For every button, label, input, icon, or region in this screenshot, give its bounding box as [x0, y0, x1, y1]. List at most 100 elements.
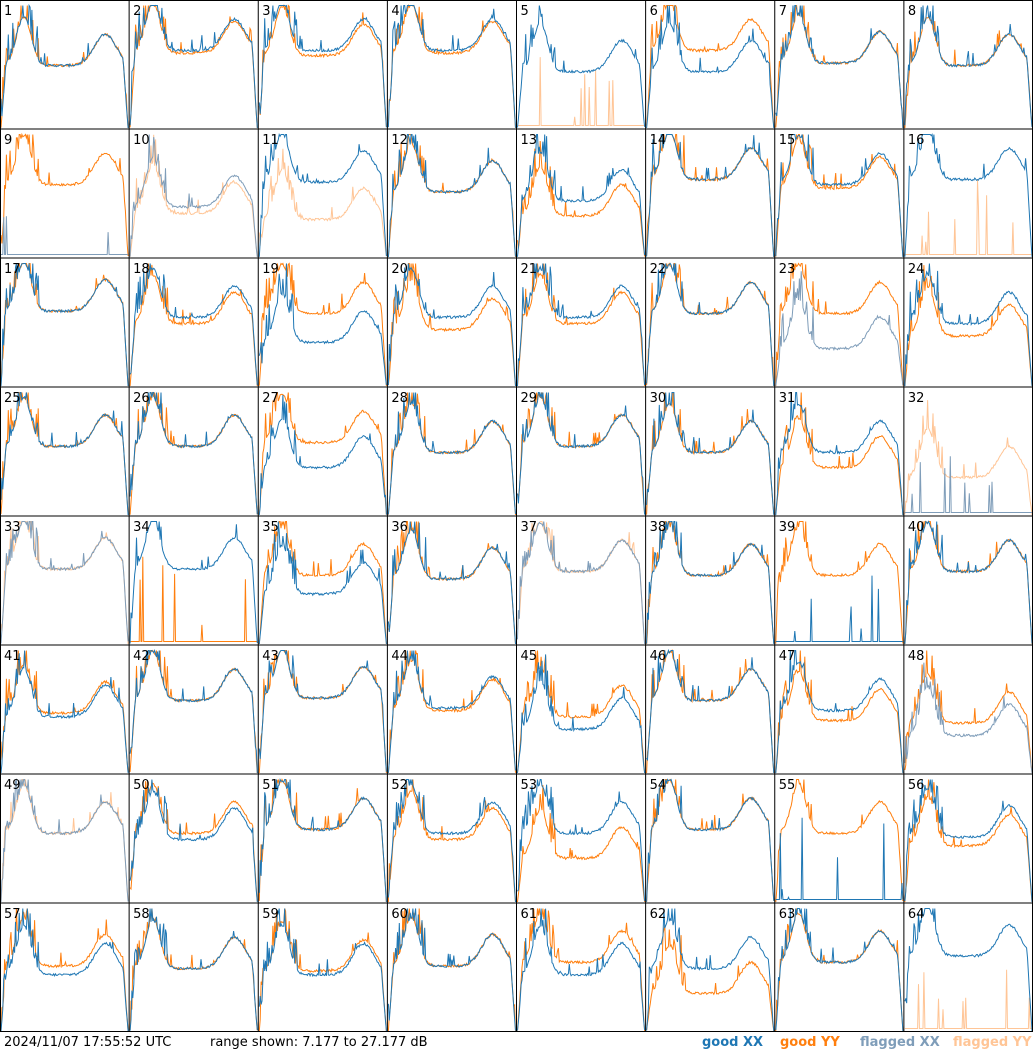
panel-label: 59	[262, 907, 279, 922]
panel-56-xx-series	[904, 779, 1033, 903]
panel-label: 5	[521, 4, 529, 19]
panel-37-xx-series	[517, 521, 646, 645]
panel-20-xx-series	[387, 263, 516, 387]
panel-31: 31	[775, 391, 904, 516]
panel-label: 37	[521, 520, 538, 535]
panel-35-xx-series	[258, 521, 387, 645]
panel-6: 6	[646, 4, 775, 129]
panel-label: 31	[779, 391, 796, 406]
panel-label: 25	[4, 391, 21, 406]
panel-29: 29	[517, 391, 646, 515]
panel-55: 55	[775, 778, 904, 903]
panel-48: 48	[904, 649, 1033, 774]
panel-23-xx-series	[775, 271, 904, 386]
panel-2-yy-series	[129, 4, 258, 128]
panel-7: 7	[775, 4, 904, 129]
panel-46: 46	[646, 648, 775, 774]
panel-45-xx-series	[517, 654, 646, 774]
panel-label: 38	[650, 520, 667, 535]
panel-12-yy-series	[387, 134, 516, 258]
panel-label: 22	[650, 262, 667, 277]
panel-53-xx-series	[517, 779, 646, 902]
legend-flagged-xx: flagged XX	[860, 1035, 940, 1050]
panel-label: 57	[4, 907, 21, 922]
panel-13: 13	[517, 133, 646, 257]
panel-53: 53	[517, 778, 646, 903]
panel-21-yy-series	[517, 263, 646, 387]
legend-good-yy: good YY	[780, 1035, 840, 1050]
panel-53-yy-series	[517, 785, 646, 903]
panel-25-xx-series	[0, 392, 129, 516]
panel-52-yy-series	[387, 779, 516, 903]
panel-49: 49	[0, 778, 129, 903]
panel-label: 9	[4, 133, 12, 148]
panel-40: 40	[904, 520, 1033, 645]
panel-label: 36	[391, 520, 408, 535]
panel-41-yy-series	[0, 650, 129, 773]
panel-label: 55	[779, 778, 796, 793]
panel-49-xx-series	[0, 778, 129, 903]
panel-11-yy-series	[258, 148, 387, 256]
panel-22-xx-series	[646, 262, 775, 387]
panel-35-yy-series	[258, 521, 387, 645]
panel-label: 3	[262, 4, 270, 19]
panel-30: 30	[646, 391, 775, 515]
panel-61-xx-series	[517, 908, 646, 1031]
panel-label: 45	[521, 649, 538, 664]
panel-15: 15	[775, 133, 904, 258]
panel-2: 2	[129, 4, 258, 129]
panel-33-xx-series	[0, 521, 129, 644]
panel-11-xx-series	[258, 132, 387, 257]
legend-flagged-yy: flagged YY	[953, 1035, 1032, 1050]
panel-label: 17	[4, 262, 21, 277]
panel-label: 34	[133, 520, 150, 535]
panel-42-yy-series	[129, 649, 258, 774]
panel-30-xx-series	[646, 392, 775, 515]
panel-10-xx-series	[129, 134, 258, 257]
panel-43: 43	[258, 649, 387, 774]
panel-45: 45	[517, 649, 646, 774]
panel-19: 19	[258, 262, 387, 387]
panel-28: 28	[387, 391, 516, 516]
panel-30-yy-series	[646, 392, 775, 515]
panel-label: 60	[391, 907, 408, 922]
panel-label: 10	[133, 133, 150, 148]
panel-38-xx-series	[646, 520, 775, 645]
panel-38-yy-series	[646, 521, 775, 644]
panel-33-yy-series	[0, 520, 129, 645]
panel-8-xx-series	[904, 5, 1033, 128]
panel-15-xx-series	[775, 134, 904, 258]
panel-27-xx-series	[258, 394, 387, 516]
panel-label: 8	[908, 4, 916, 19]
panel-14-xx-series	[646, 134, 775, 258]
panel-20-yy-series	[387, 263, 516, 387]
panel-13-yy-series	[517, 140, 646, 257]
panel-37-yy-series	[517, 521, 646, 645]
panel-56-yy-series	[904, 779, 1033, 903]
panel-label: 52	[391, 778, 408, 793]
panel-49-yy-series	[0, 779, 129, 903]
panel-14: 14	[646, 133, 775, 258]
panel-11: 11	[258, 132, 387, 257]
panel-60-xx-series	[387, 908, 516, 1031]
panel-label: 39	[779, 520, 796, 535]
panel-label: 49	[4, 778, 21, 793]
panel-52: 52	[387, 778, 516, 903]
panel-43-xx-series	[258, 650, 387, 772]
panel-label: 28	[391, 391, 408, 406]
range-label: range shown: 7.177 to 27.177 dB	[210, 1035, 428, 1050]
panel-62: 62	[646, 907, 775, 1032]
panel-29-xx-series	[517, 392, 646, 515]
panel-44-yy-series	[387, 650, 516, 774]
panel-10: 10	[129, 133, 258, 257]
panel-12-xx-series	[387, 134, 516, 258]
panel-label: 23	[779, 262, 796, 277]
panel-39-yy-series	[775, 521, 904, 644]
panel-57: 57	[0, 907, 129, 1032]
panel-39: 39	[775, 520, 904, 644]
panel-label: 12	[391, 133, 408, 148]
panel-45-yy-series	[517, 650, 646, 774]
panel-10-yy-series	[129, 134, 258, 257]
panel-36-xx-series	[387, 521, 516, 645]
panel-label: 58	[133, 907, 150, 922]
